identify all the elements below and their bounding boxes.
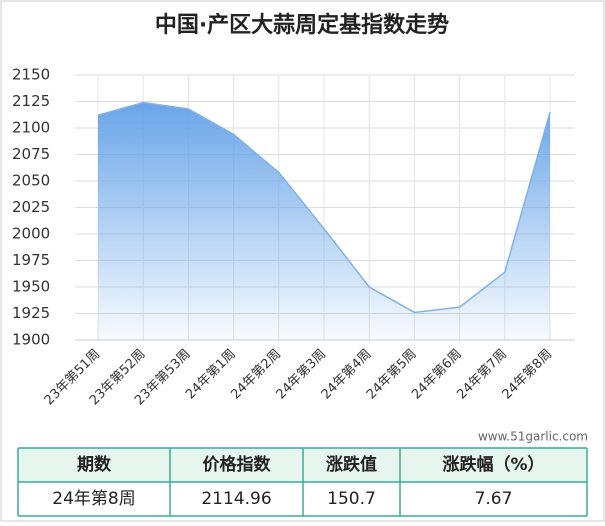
y-tick-label: 2050	[12, 172, 50, 190]
y-tick-label: 2000	[12, 225, 50, 243]
y-tick-label: 1900	[12, 331, 50, 349]
y-tick-label: 2075	[12, 145, 50, 163]
watermark: www.51garlic.com	[478, 430, 588, 444]
area	[98, 102, 550, 340]
y-tick-label: 2125	[12, 92, 50, 110]
y-tick-label: 1975	[12, 251, 50, 269]
table-header: 涨跌值	[326, 454, 377, 475]
table-cell: 7.67	[475, 489, 513, 509]
chart-title: 中国·产区大蒜周定基指数走势	[155, 12, 449, 38]
x-tick-label: 24年第8周	[500, 347, 556, 403]
y-tick-label: 2025	[12, 198, 50, 216]
line	[97, 101, 551, 314]
table-header: 价格指数	[203, 454, 272, 475]
y-tick-label: 1950	[12, 278, 50, 296]
table-header: 期数	[77, 454, 112, 475]
table-cell: 150.7	[327, 489, 376, 509]
table-header: 涨跌幅（%）	[442, 454, 544, 475]
y-tick-label: 2100	[12, 119, 50, 137]
y-tick-label: 2150	[12, 66, 50, 84]
table-cell: 24年第8周	[52, 489, 135, 509]
table-cell: 2114.96	[201, 489, 271, 509]
y-tick-label: 1925	[12, 304, 50, 322]
